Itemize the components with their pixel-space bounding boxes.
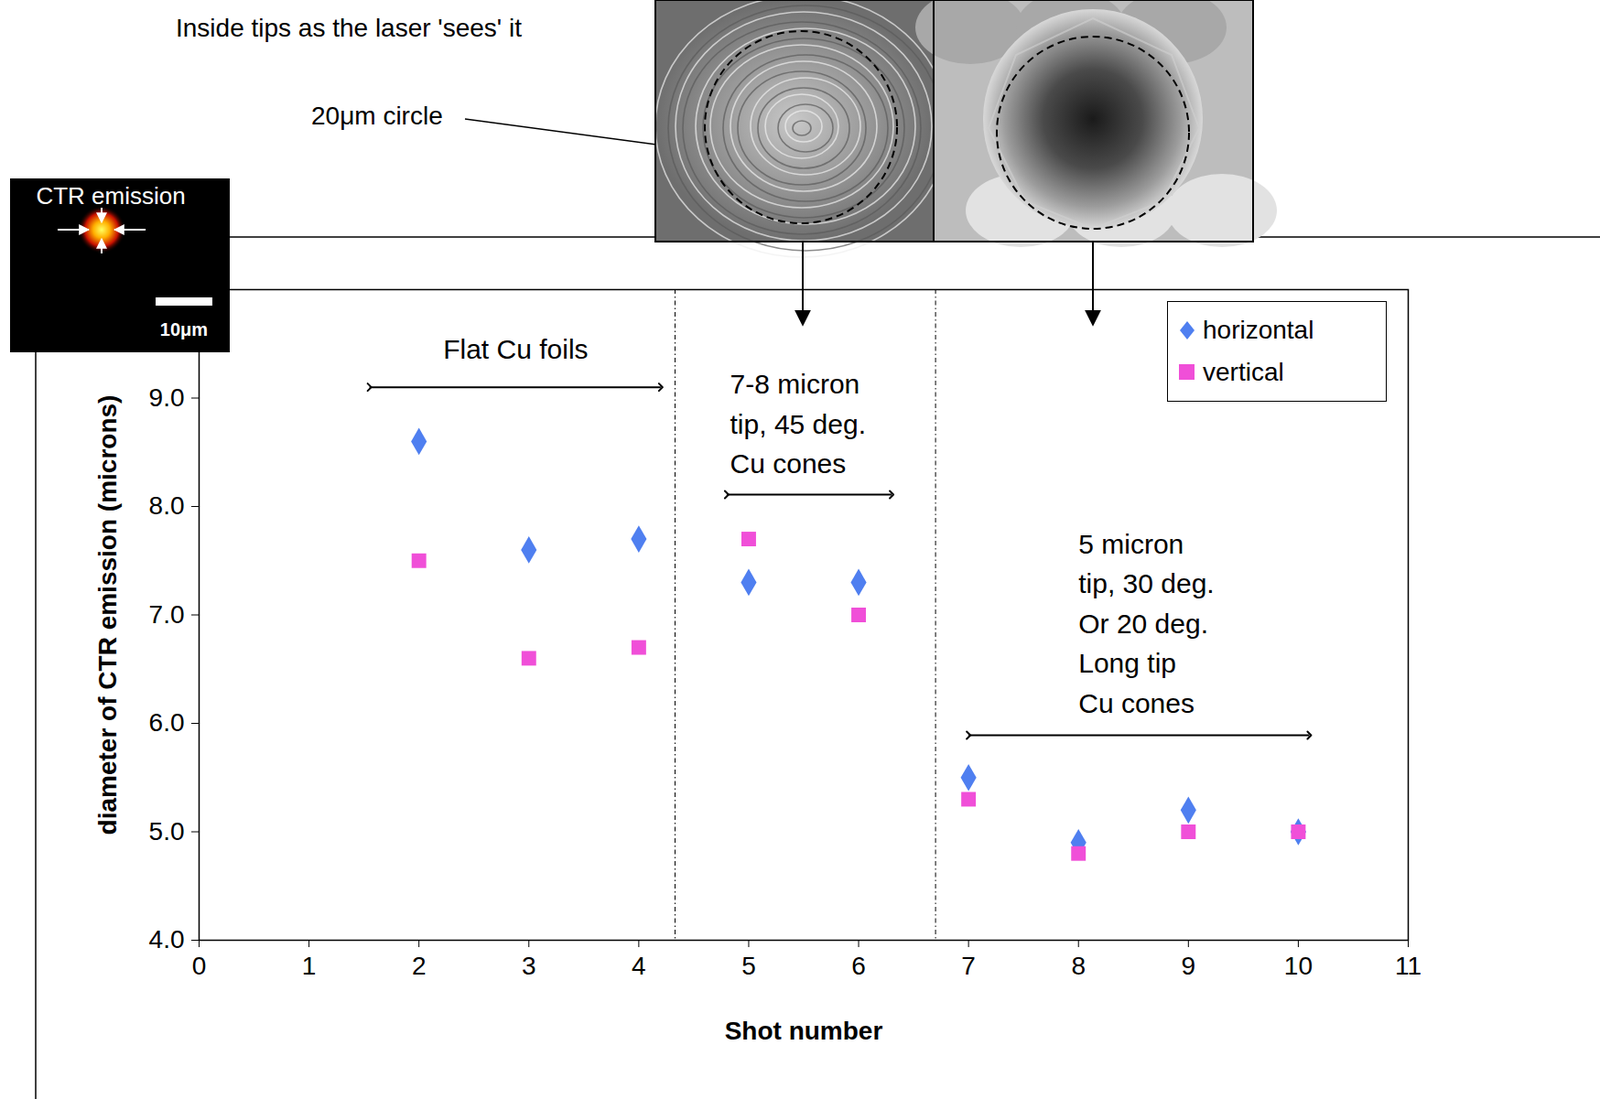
svg-text:0: 0: [192, 951, 207, 981]
svg-text:3: 3: [521, 951, 537, 981]
svg-text:20μm circle: 20μm circle: [311, 101, 444, 130]
svg-text:4: 4: [631, 951, 647, 981]
svg-text:6: 6: [851, 951, 866, 981]
svg-text:5.0: 5.0: [149, 817, 185, 846]
svg-text:11: 11: [1394, 951, 1422, 981]
svg-text:Shot number: Shot number: [724, 1016, 884, 1046]
svg-text:7.0: 7.0: [149, 600, 185, 629]
svg-text:diameter of CTR emission (micr: diameter of CTR emission (microns): [93, 395, 122, 836]
svg-text:4.0: 4.0: [149, 925, 185, 954]
svg-text:7-8 microntip, 45 deg.Cu cones: 7-8 microntip, 45 deg.Cu cones: [730, 368, 866, 479]
svg-text:5 microntip, 30 deg.Or 20 deg.: 5 microntip, 30 deg.Or 20 deg.Long tipCu…: [1078, 529, 1214, 719]
svg-text:10: 10: [1284, 951, 1313, 981]
svg-text:CTR emission: CTR emission: [35, 182, 185, 210]
svg-text:9: 9: [1181, 951, 1197, 981]
svg-text:6.0: 6.0: [149, 708, 185, 737]
svg-text:Inside tips as the laser 'sees: Inside tips as the laser 'sees' it: [175, 13, 522, 43]
svg-text:1: 1: [302, 951, 317, 981]
html-text:horizontal: horizontal: [1202, 315, 1314, 345]
svg-text:Flat Cu foils: Flat Cu foils: [443, 334, 588, 365]
svg-text:5: 5: [741, 951, 757, 981]
html-text:vertical: vertical: [1202, 357, 1284, 387]
svg-text:10μm: 10μm: [160, 319, 208, 340]
svg-text:9.0: 9.0: [149, 383, 185, 412]
svg-text:7: 7: [961, 951, 976, 981]
svg-text:8.0: 8.0: [149, 491, 185, 520]
svg-text:2: 2: [411, 951, 427, 981]
svg-text:8: 8: [1070, 951, 1086, 981]
